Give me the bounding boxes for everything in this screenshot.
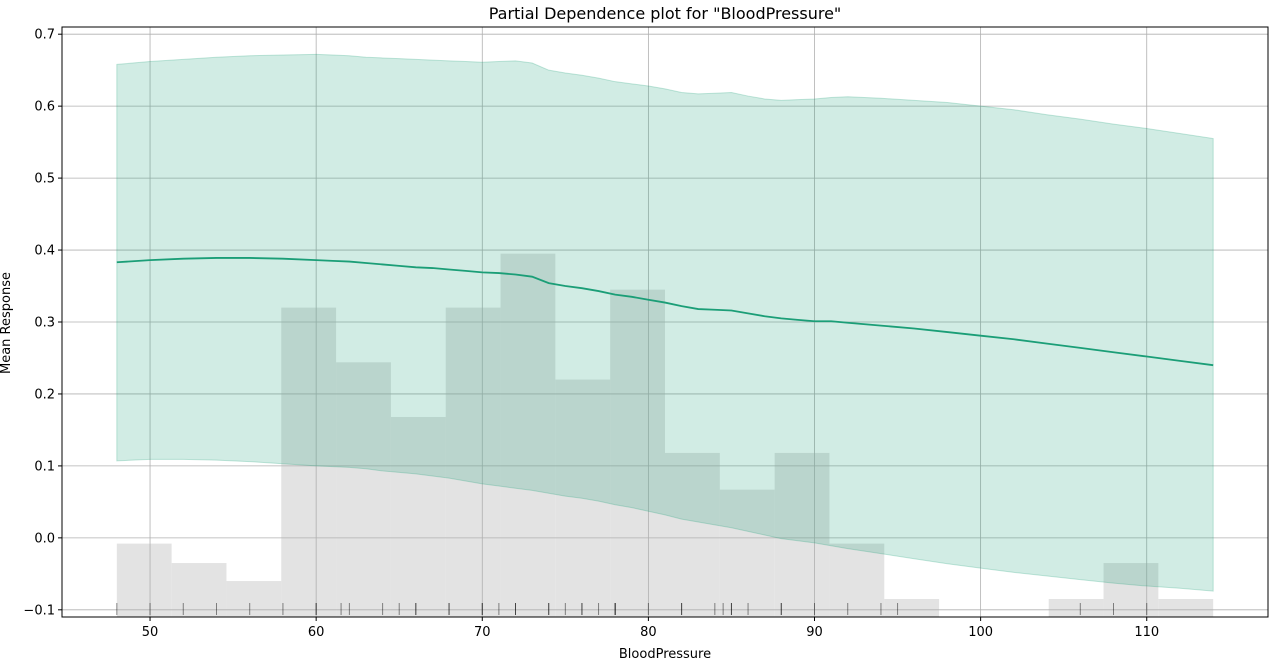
x-tick-label: 60	[308, 625, 325, 640]
histogram-bar	[829, 543, 885, 617]
mean-response-line	[116, 257, 1214, 367]
y-tick-label: 0.2	[34, 387, 55, 402]
histogram-bar	[171, 563, 227, 617]
histogram-bar	[884, 599, 940, 617]
histogram-bar	[116, 543, 172, 617]
histogram-bar	[610, 289, 665, 617]
histogram-bar	[665, 452, 720, 617]
histogram-bar	[445, 307, 501, 617]
plot-area: 50 60 70 80 90 100 110 −0.1 0.0 0.1 0.2 0.3 0.4 0.5 0.…	[23, 26, 1269, 640]
histogram-bar	[336, 362, 391, 617]
x-tick-label: 110	[1134, 625, 1159, 640]
chart-title: Partial Dependence plot for "BloodPressu…	[489, 4, 842, 23]
y-tick-label: 0.4	[34, 244, 55, 259]
x-tick-label: 70	[474, 625, 491, 640]
histogram-bar	[1048, 599, 1104, 617]
y-tick-label: 0.3	[34, 316, 55, 331]
histogram-bar	[390, 416, 446, 617]
y-tick-label: 0.1	[34, 459, 55, 474]
x-tick-label: 100	[968, 625, 993, 640]
x-axis-label: BloodPressure	[619, 647, 711, 660]
histogram-bar	[719, 489, 775, 617]
y-tick-label: 0.6	[34, 100, 55, 115]
histogram-bar	[1158, 599, 1214, 617]
histogram-bar	[500, 253, 556, 617]
histogram-bar	[555, 379, 611, 617]
x-tick-label: 80	[640, 625, 657, 640]
histogram-bar	[226, 581, 282, 617]
y-axis-label: Mean Response	[0, 272, 14, 374]
y-tick-label: 0.0	[34, 531, 55, 546]
histogram-bar	[1103, 563, 1159, 617]
y-tick-label: 0.5	[34, 172, 55, 187]
histogram-bar	[281, 307, 337, 617]
confidence-band	[116, 53, 1214, 592]
histogram-bar	[774, 452, 830, 617]
y-tick-label: 0.7	[34, 28, 55, 43]
y-tick-label: −0.1	[23, 603, 55, 618]
x-tick-label: 50	[142, 625, 159, 640]
x-tick-label: 90	[806, 625, 823, 640]
